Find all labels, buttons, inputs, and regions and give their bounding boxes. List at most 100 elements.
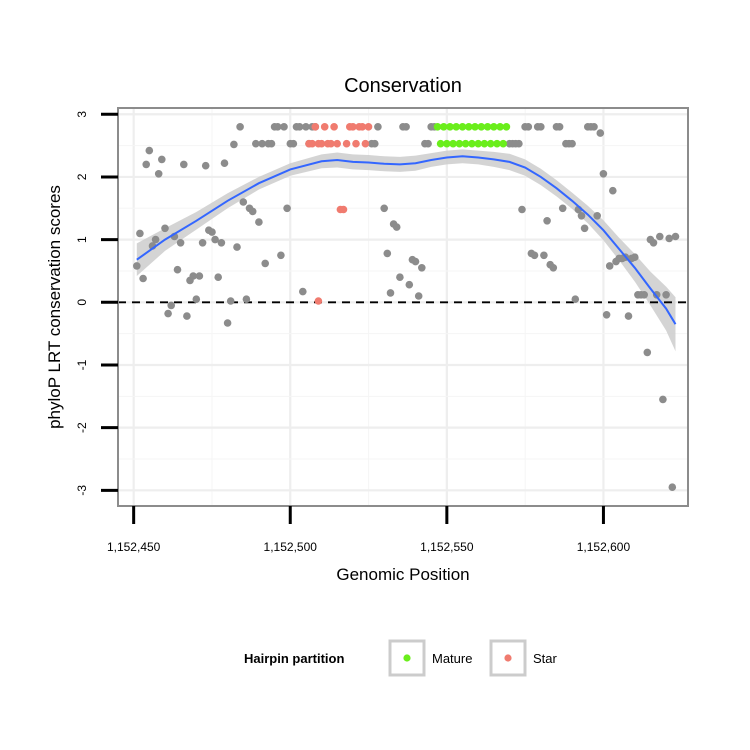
point-star	[358, 123, 367, 131]
point-other	[659, 395, 667, 404]
y-tick-label: -2	[75, 422, 89, 433]
point-other	[602, 311, 611, 319]
point-mature	[439, 123, 448, 131]
point-other	[605, 262, 614, 270]
panel-border	[117, 107, 689, 507]
point-other	[302, 123, 310, 131]
point-other	[537, 123, 545, 131]
point-other	[568, 139, 576, 148]
point-other	[656, 232, 664, 241]
point-other	[540, 251, 548, 260]
point-mature	[455, 139, 464, 148]
point-other	[640, 291, 648, 299]
point-other	[252, 139, 260, 148]
point-other	[555, 123, 564, 131]
point-other	[220, 159, 229, 167]
point-other	[411, 257, 420, 266]
point-other	[590, 123, 598, 131]
point-other	[139, 274, 147, 283]
point-mature	[496, 123, 504, 131]
point-star	[349, 123, 357, 131]
point-other	[242, 295, 251, 304]
point-other	[255, 218, 263, 226]
legend-item-mature: Mature	[388, 639, 472, 677]
point-other	[515, 139, 523, 148]
y-tick-label: 0	[75, 299, 89, 306]
x-tick-label: 1,152,450	[107, 540, 161, 554]
y-tick-label: 1	[75, 236, 89, 243]
point-other	[299, 287, 307, 296]
point-other	[283, 204, 291, 213]
point-other	[230, 140, 238, 149]
point-other	[289, 139, 298, 148]
point-other	[577, 212, 586, 220]
point-star	[330, 123, 338, 131]
point-other	[662, 291, 670, 299]
point-other	[549, 264, 558, 272]
point-mature	[465, 123, 473, 131]
point-star	[327, 139, 335, 148]
point-other	[189, 272, 197, 280]
point-other	[643, 348, 652, 357]
point-star	[308, 139, 317, 148]
legend-dot-star	[504, 654, 512, 662]
point-other	[201, 161, 210, 170]
point-mature	[493, 139, 501, 148]
point-mature	[477, 123, 486, 131]
point-other	[396, 273, 404, 282]
point-other	[383, 249, 392, 258]
point-mature	[480, 139, 489, 148]
point-other	[236, 123, 244, 131]
point-other	[217, 239, 226, 247]
point-other	[180, 160, 188, 169]
point-other	[164, 309, 172, 318]
point-mature	[499, 139, 508, 148]
point-other	[223, 319, 232, 327]
point-other	[151, 235, 160, 244]
point-other	[518, 205, 526, 214]
point-star	[342, 139, 351, 148]
point-other	[154, 170, 163, 178]
point-other	[158, 155, 166, 164]
point-other	[609, 186, 617, 195]
point-mature	[446, 123, 454, 131]
point-other	[631, 253, 639, 261]
x-axis: 1,152,450 1,152,500 1,152,550 1,152,600	[107, 506, 630, 554]
point-other	[161, 224, 169, 233]
y-axis: -3 -2 -1 0 1 2 3	[75, 111, 118, 496]
point-other	[145, 146, 154, 155]
point-star	[333, 139, 342, 148]
point-other	[208, 228, 216, 236]
y-axis-label: phyloP LRT conservation scores	[45, 185, 64, 429]
point-other	[371, 139, 379, 148]
point-star	[314, 297, 323, 305]
point-other	[665, 234, 673, 243]
y-tick-label: 2	[75, 173, 89, 180]
point-other	[524, 123, 533, 131]
point-mature	[502, 123, 511, 131]
point-other	[543, 217, 551, 225]
point-other	[183, 312, 191, 320]
point-other	[267, 139, 276, 148]
point-other	[214, 273, 222, 282]
point-mature	[461, 139, 470, 148]
point-star	[352, 139, 360, 148]
point-star	[320, 123, 329, 131]
x-axis-label: Genomic Position	[336, 565, 469, 584]
point-other	[374, 123, 382, 131]
point-other	[580, 224, 589, 233]
point-mature	[436, 139, 445, 148]
chart-title: Conservation	[344, 75, 462, 97]
point-other	[280, 123, 288, 131]
point-other	[649, 239, 658, 247]
point-mature	[486, 139, 495, 148]
legend-label-mature: Mature	[432, 651, 472, 666]
point-other	[402, 123, 410, 131]
point-other	[261, 259, 270, 268]
point-other	[248, 207, 257, 216]
point-star	[339, 205, 348, 214]
point-other	[198, 239, 207, 247]
point-other	[671, 232, 680, 241]
